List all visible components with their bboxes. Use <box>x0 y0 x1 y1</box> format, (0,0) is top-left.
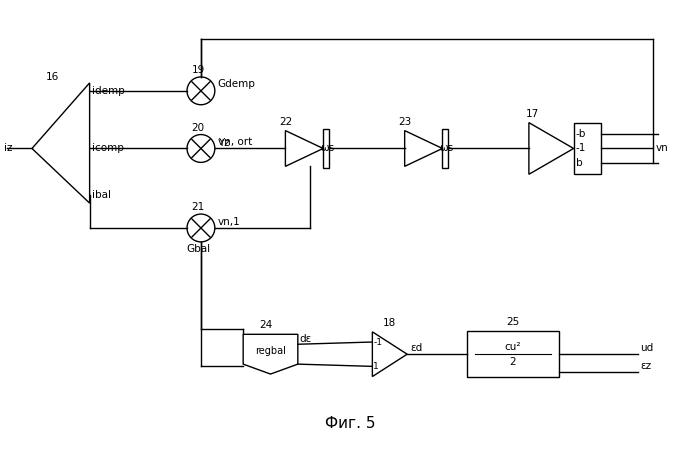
Text: 20: 20 <box>191 123 204 132</box>
Text: -b: -b <box>575 128 586 139</box>
Text: icomp: icomp <box>92 144 123 154</box>
Text: Gdemp: Gdemp <box>218 79 256 89</box>
Text: vn,1: vn,1 <box>218 217 241 227</box>
Bar <box>468 331 559 377</box>
Text: 18: 18 <box>383 318 396 328</box>
Text: ibal: ibal <box>92 190 111 200</box>
Text: ωs: ωs <box>320 144 335 154</box>
Text: b: b <box>575 158 582 168</box>
Bar <box>442 128 449 168</box>
Text: εz: εz <box>640 361 651 371</box>
Bar <box>323 128 329 168</box>
Text: vn: vn <box>656 144 668 154</box>
Text: 24: 24 <box>259 321 272 330</box>
Text: 17: 17 <box>526 109 540 119</box>
Text: 19: 19 <box>191 65 204 75</box>
Text: Gbal: Gbal <box>186 244 210 254</box>
Text: dε: dε <box>300 335 312 344</box>
Text: ωs: ωs <box>440 144 454 154</box>
Text: idemp: idemp <box>92 86 125 96</box>
Text: 1: 1 <box>373 362 379 371</box>
Bar <box>573 123 601 174</box>
Text: regbal: regbal <box>255 346 286 356</box>
Text: Yz: Yz <box>218 137 230 148</box>
Text: εd: εd <box>410 343 422 353</box>
Text: -1: -1 <box>575 144 586 154</box>
Text: vn, ort: vn, ort <box>218 136 252 146</box>
Text: ud: ud <box>640 343 653 353</box>
Text: 21: 21 <box>191 202 204 212</box>
Text: 16: 16 <box>46 72 59 82</box>
Text: iz: iz <box>4 144 13 154</box>
Text: 2: 2 <box>510 357 517 367</box>
Text: 23: 23 <box>398 117 412 127</box>
Text: Фиг. 5: Фиг. 5 <box>325 416 375 431</box>
Text: 22: 22 <box>279 117 292 127</box>
Text: -1: -1 <box>373 338 382 347</box>
Text: cu²: cu² <box>505 342 522 352</box>
Text: 25: 25 <box>506 317 519 327</box>
